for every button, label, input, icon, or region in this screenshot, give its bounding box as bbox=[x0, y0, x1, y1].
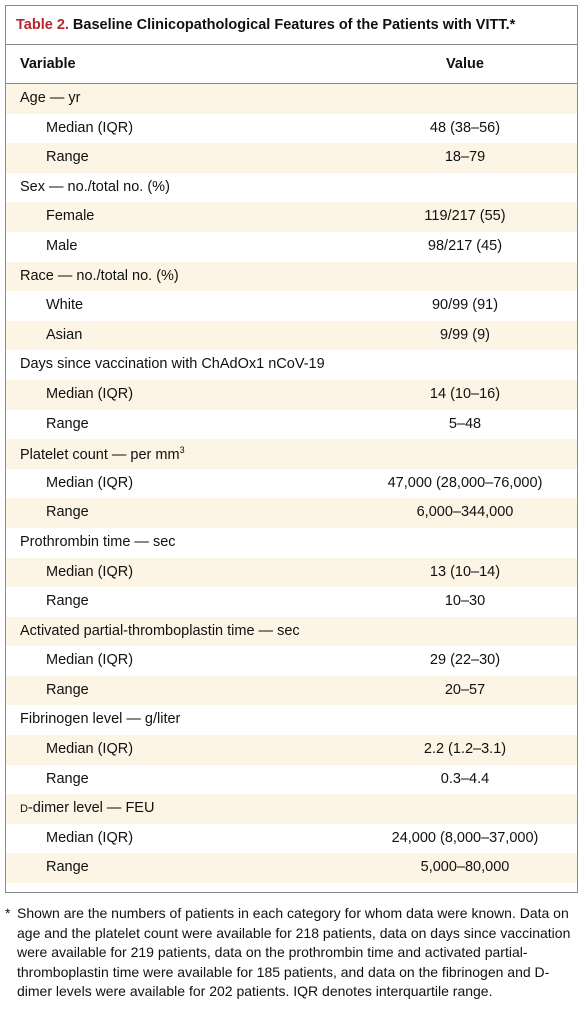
item-row: Median (IQR) 2.2 (1.2–3.1) bbox=[6, 735, 577, 765]
item-row: Median (IQR) 47,000 (28,000–76,000) bbox=[6, 469, 577, 499]
item-label: Median (IQR) bbox=[46, 474, 134, 491]
item-label: Median (IQR) bbox=[46, 652, 134, 669]
group-row: Days since vaccination with ChAdOx1 nCoV… bbox=[6, 350, 577, 380]
column-header: Variable bbox=[20, 56, 76, 72]
item-value: 24,000 (8,000–37,000) bbox=[391, 829, 539, 846]
group-label: d-dimer level — FEU bbox=[20, 800, 154, 816]
item-value: 13 (10–14) bbox=[429, 563, 501, 580]
item-value: 119/217 (55) bbox=[424, 208, 506, 225]
item-value: 48 (38–56) bbox=[429, 119, 501, 136]
item-row: Range 0.3–4.4 bbox=[6, 765, 577, 795]
item-value: 14 (10–16) bbox=[429, 385, 501, 402]
item-label: Median (IQR) bbox=[46, 385, 134, 402]
footnote-mark: * bbox=[5, 905, 11, 921]
item-value: 18–79 bbox=[444, 149, 486, 166]
group-label: Prothrombin time — sec bbox=[20, 534, 176, 550]
item-value: 9/99 (9) bbox=[440, 326, 490, 343]
item-label: White bbox=[46, 297, 84, 314]
item-row: Range 20–57 bbox=[6, 675, 577, 706]
item-label: Range bbox=[46, 149, 89, 166]
item-row: Median (IQR) 14 (10–16) bbox=[6, 379, 577, 410]
group-label: Platelet count — per mm3 bbox=[20, 445, 185, 463]
group-row: Fibrinogen level — g/liter bbox=[6, 705, 577, 735]
item-row: Median (IQR) 48 (38–56) bbox=[6, 114, 577, 144]
item-row: Median (IQR) 24,000 (8,000–37,000) bbox=[6, 824, 577, 854]
item-label: Median (IQR) bbox=[46, 119, 134, 136]
footnote: * Shown are the numbers of patients in e… bbox=[5, 904, 580, 1002]
item-row: Female 119/217 (55) bbox=[6, 202, 577, 232]
item-value: 20–57 bbox=[444, 681, 486, 698]
group-label-text: Activated partial-thromboplastin time — … bbox=[20, 622, 300, 639]
item-label: Range bbox=[46, 504, 89, 521]
group-label: Days since vaccination with ChAdOx1 nCoV… bbox=[20, 356, 325, 372]
item-row: Asian 9/99 (9) bbox=[6, 320, 577, 351]
group-label-text: Fibrinogen level — g/liter bbox=[20, 711, 181, 728]
item-value: 29 (22–30) bbox=[429, 652, 501, 669]
item-value: 10–30 bbox=[444, 593, 486, 610]
group-row: Age — yr bbox=[6, 84, 577, 114]
group-row: Prothrombin time — sec bbox=[6, 528, 577, 558]
item-row: Range 6,000–344,000 bbox=[6, 498, 577, 528]
footnote-text: Shown are the numbers of patients in eac… bbox=[17, 905, 571, 999]
table-body: Age — yr Median (IQR) 48 (38–56) Range 18–79… bbox=[6, 84, 577, 884]
item-row: Range 10–30 bbox=[6, 587, 577, 617]
group-label: Race — no./total no. (%) bbox=[20, 268, 179, 284]
item-row: White 90/99 (91) bbox=[6, 291, 577, 321]
group-row: Activated partial-thromboplastin time — … bbox=[6, 616, 577, 647]
item-label: Female bbox=[46, 208, 95, 225]
group-label: Fibrinogen level — g/liter bbox=[20, 711, 180, 727]
group-row: Sex — no./total no. (%) bbox=[6, 173, 577, 203]
header-row: Variable Value bbox=[6, 45, 577, 84]
item-label: Median (IQR) bbox=[46, 829, 134, 846]
item-value: 2.2 (1.2–3.1) bbox=[423, 741, 507, 758]
group-label-text: d-dimer level — FEU bbox=[20, 800, 155, 817]
table: Table 2. Baseline Clinicopathological Fe… bbox=[5, 5, 578, 893]
item-label: Median (IQR) bbox=[46, 741, 134, 758]
group-row: Race — no./total no. (%) bbox=[6, 261, 577, 292]
item-label: Range bbox=[46, 770, 89, 787]
item-row: Range 5–48 bbox=[6, 410, 577, 440]
group-label-text: Race — no./total no. (%) bbox=[20, 267, 179, 284]
item-value: 0.3–4.4 bbox=[440, 770, 490, 787]
item-value: 90/99 (91) bbox=[431, 297, 499, 314]
superscript: 3 bbox=[179, 445, 185, 456]
item-label: Median (IQR) bbox=[46, 563, 134, 580]
item-label: Range bbox=[46, 415, 89, 432]
group-row: d-dimer level — FEU bbox=[6, 794, 577, 824]
item-label: Range bbox=[46, 681, 89, 698]
group-label-text: Prothrombin time — sec bbox=[20, 533, 176, 550]
group-row: Platelet count — per mm3 bbox=[6, 439, 577, 469]
item-row: Median (IQR) 29 (22–30) bbox=[6, 646, 577, 676]
item-label: Range bbox=[46, 859, 89, 876]
item-value: 6,000–344,000 bbox=[416, 504, 514, 521]
group-label-text: Age — yr bbox=[20, 90, 81, 106]
item-label: Male bbox=[46, 237, 78, 254]
title-label: Table 2. bbox=[16, 17, 69, 33]
group-label-text: Platelet count — per mm bbox=[20, 446, 180, 463]
group-label: Age — yr bbox=[20, 90, 80, 106]
item-label: Asian bbox=[46, 326, 83, 343]
column-header: Value bbox=[446, 56, 484, 72]
item-value: 47,000 (28,000–76,000) bbox=[387, 474, 543, 491]
table-title: Table 2. Baseline Clinicopathological Fe… bbox=[6, 6, 577, 45]
group-label: Sex — no./total no. (%) bbox=[20, 179, 170, 195]
group-label-text: Days since vaccination with ChAdOx1 nCoV… bbox=[20, 356, 325, 373]
item-value: 5,000–80,000 bbox=[420, 859, 510, 876]
item-row: Male 98/217 (45) bbox=[6, 232, 577, 262]
title-text: Baseline Clinicopathological Features of… bbox=[72, 17, 516, 33]
item-row: Range 18–79 bbox=[6, 143, 577, 173]
item-value: 98/217 (45) bbox=[427, 237, 503, 254]
item-row: Range 5,000–80,000 bbox=[6, 853, 577, 884]
item-label: Range bbox=[46, 593, 89, 610]
item-value: 5–48 bbox=[448, 415, 482, 432]
item-row: Median (IQR) 13 (10–14) bbox=[6, 557, 577, 588]
group-label-text: Sex — no./total no. (%) bbox=[20, 178, 170, 195]
group-label: Activated partial-thromboplastin time — … bbox=[20, 623, 300, 639]
